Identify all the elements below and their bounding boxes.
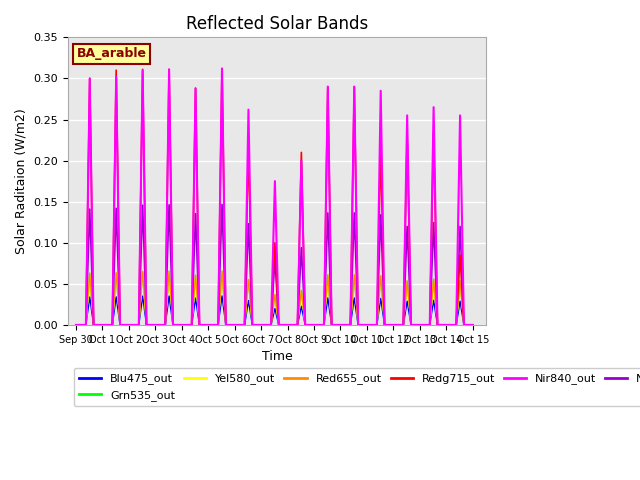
Legend: Blu475_out, Grn535_out, Yel580_out, Red655_out, Redg715_out, Nir840_out, Nir945_: Blu475_out, Grn535_out, Yel580_out, Red6… [74, 368, 640, 407]
Y-axis label: Solar Raditaion (W/m2): Solar Raditaion (W/m2) [15, 108, 28, 254]
Text: BA_arable: BA_arable [76, 48, 147, 60]
Title: Reflected Solar Bands: Reflected Solar Bands [186, 15, 368, 33]
X-axis label: Time: Time [262, 350, 292, 363]
